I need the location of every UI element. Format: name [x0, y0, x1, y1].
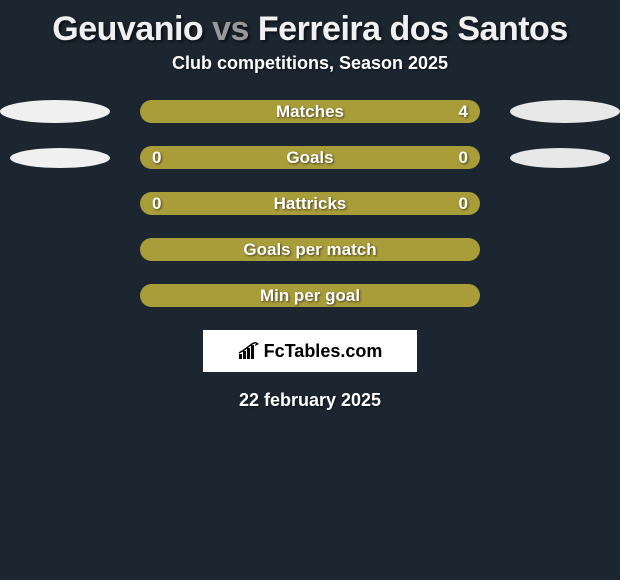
stat-bar: Min per goal — [140, 284, 480, 307]
spacer — [510, 192, 620, 215]
player1-ellipse-icon — [0, 100, 110, 123]
logo-chart-icon — [238, 342, 260, 360]
spacer — [0, 192, 110, 215]
stat-label: Hattricks — [274, 194, 347, 214]
vs-text: vs — [203, 10, 258, 48]
stat-left-value: 0 — [152, 148, 161, 168]
stat-label: Goals per match — [243, 240, 376, 260]
stat-bar: Goals per match — [140, 238, 480, 261]
stat-left-value: 0 — [152, 194, 161, 214]
stat-row: Matches 4 — [0, 100, 620, 123]
page-title: Geuvanio vs Ferreira dos Santos — [0, 0, 620, 53]
stat-row: 0 Hattricks 0 — [0, 192, 620, 215]
stat-bar: Matches 4 — [140, 100, 480, 123]
spacer — [0, 238, 110, 261]
stat-label: Min per goal — [260, 286, 360, 306]
stat-right-value: 0 — [459, 148, 468, 168]
spacer — [510, 238, 620, 261]
stat-bar: 0 Hattricks 0 — [140, 192, 480, 215]
player2-ellipse-icon — [510, 100, 620, 123]
stats-rows: Matches 4 0 Goals 0 0 Hattricks 0 Goals per matc… — [0, 100, 620, 307]
logo-box[interactable]: FcTables.com — [203, 330, 417, 372]
date: 22 february 2025 — [0, 390, 620, 411]
player1-name: Geuvanio — [52, 10, 203, 48]
stat-bar: 0 Goals 0 — [140, 146, 480, 169]
stat-row: 0 Goals 0 — [0, 146, 620, 169]
spacer — [0, 284, 110, 307]
stat-right-value: 4 — [459, 102, 468, 122]
stat-row: Goals per match — [0, 238, 620, 261]
logo-text: FcTables.com — [264, 341, 383, 362]
player2-ellipse-icon — [510, 148, 610, 168]
stats-comparison: Geuvanio vs Ferreira dos Santos Club com… — [0, 0, 620, 411]
player1-ellipse-icon — [10, 148, 110, 168]
stat-right-value: 0 — [459, 194, 468, 214]
stat-label: Matches — [276, 102, 344, 122]
spacer — [510, 284, 620, 307]
stat-row: Min per goal — [0, 284, 620, 307]
subtitle: Club competitions, Season 2025 — [0, 53, 620, 100]
player2-name: Ferreira dos Santos — [258, 10, 568, 48]
stat-label: Goals — [286, 148, 333, 168]
